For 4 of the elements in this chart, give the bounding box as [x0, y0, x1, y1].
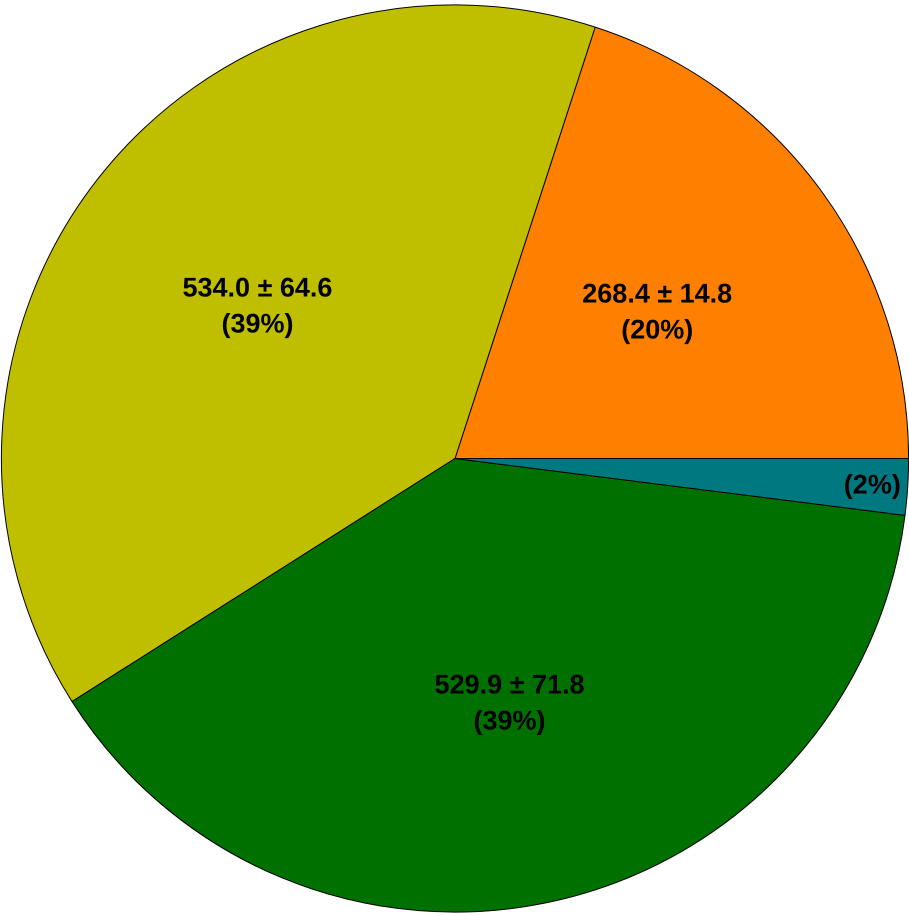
data-label: (2%) — [844, 470, 901, 500]
data-label: 268.4 ± 14.8 (20%) — [582, 278, 732, 345]
data-label: 534.0 ± 64.6 (39%) — [182, 272, 332, 338]
data-label: 529.9 ± 71.8 (39%) — [434, 669, 584, 736]
